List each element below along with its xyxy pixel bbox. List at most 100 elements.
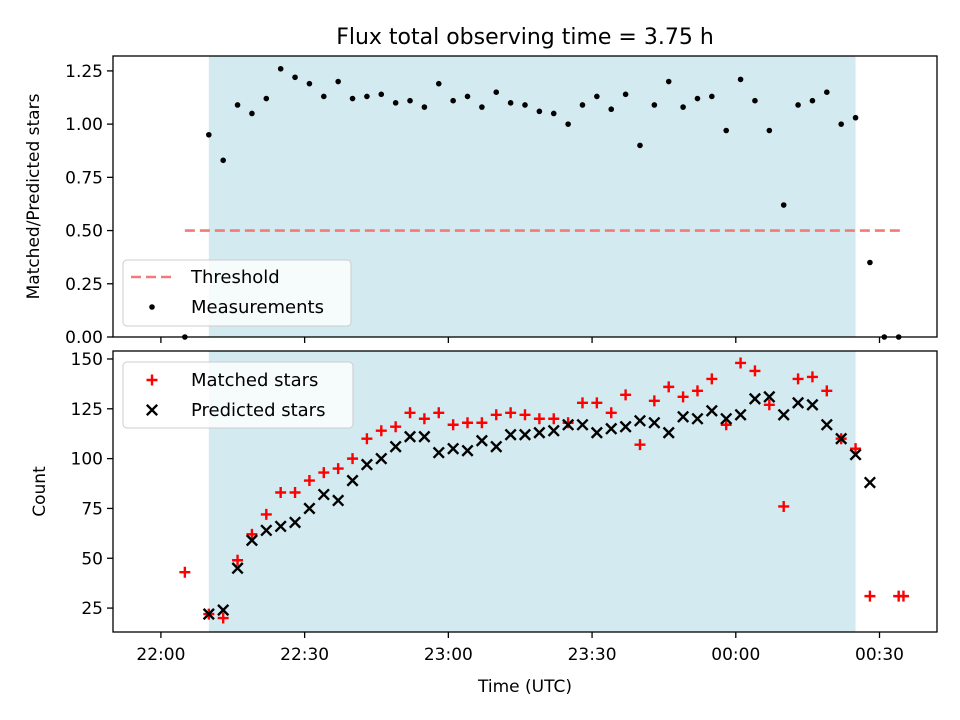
predicted-star-point — [835, 432, 848, 445]
legend-predicted-swatch — [145, 403, 159, 417]
predicted-star-point — [217, 604, 230, 617]
axes-frame — [112, 350, 938, 633]
predicted-star-point — [403, 430, 417, 443]
y-tick-label: 75 — [81, 499, 103, 519]
measurement-point — [651, 102, 658, 108]
count-panel: 25 50 75 100 125 150 22:00 22:30 23:00 23:30 00:00… — [30, 350, 938, 697]
measurement-point — [838, 121, 844, 127]
predicted-star-point — [274, 520, 287, 533]
y-tick-label: 1.25 — [65, 62, 103, 82]
measurement-point — [306, 80, 313, 87]
measurement-point — [249, 110, 255, 117]
measurement-point — [234, 102, 241, 108]
matched-star-point — [806, 371, 818, 383]
matched-star-point — [404, 407, 416, 419]
measurement-point — [220, 157, 226, 164]
predicted-star-point — [346, 474, 359, 487]
predicted-star-point — [677, 410, 690, 423]
matched-star-point — [576, 397, 588, 409]
predicted-star-point — [777, 408, 790, 421]
measurement-point — [550, 110, 557, 117]
measurement-point — [867, 259, 873, 266]
predicted-star-point — [562, 418, 575, 431]
measurement-point — [752, 97, 758, 104]
predicted-star-point — [360, 458, 373, 471]
measurement-point — [709, 93, 715, 100]
matched-star-point — [289, 486, 301, 498]
measurement-point — [665, 78, 672, 85]
matched-star-point — [447, 419, 459, 431]
measurement-point — [723, 127, 730, 134]
matched-star-point — [260, 508, 272, 520]
y-tick-label: 125 — [71, 400, 103, 420]
predicted-star-point — [633, 414, 647, 427]
x-tick-label: 23:00 — [424, 645, 473, 665]
matched-star-point — [505, 407, 517, 419]
measurement-point — [450, 97, 456, 104]
x-tick-label: 22:30 — [280, 645, 329, 665]
figure-title: Flux total observing time = 3.75 h — [336, 25, 714, 50]
matched-star-point — [663, 381, 675, 393]
predicted-star-point — [332, 494, 345, 507]
predicted-star-point — [475, 434, 488, 447]
measurement-point — [565, 121, 571, 127]
matched-star-point — [332, 463, 344, 475]
matched-star-point — [418, 413, 430, 425]
predicted-star-point — [260, 524, 273, 537]
measurement-point — [320, 93, 327, 100]
x-axis-label: Time (UTC) — [477, 677, 572, 697]
matched-star-point — [179, 566, 191, 578]
matched-star-point — [318, 467, 330, 479]
matched-star-point — [648, 395, 660, 407]
predicted-star-point — [705, 404, 718, 417]
predicted-star-point — [447, 442, 460, 455]
legend-box — [122, 361, 354, 429]
y-tick-label: 25 — [81, 599, 103, 619]
matched-star-point — [217, 612, 229, 624]
measurement-point — [378, 91, 385, 98]
matched-star-point — [864, 590, 876, 602]
predicted-star-point — [590, 426, 603, 439]
x-tick-label: 00:30 — [855, 645, 904, 665]
predicted-star-point — [231, 562, 244, 575]
predicted-star-point — [619, 420, 632, 433]
predicted-star-point — [748, 392, 762, 405]
matched-star-point — [246, 528, 258, 540]
legend-label-predicted: Predicted stars — [191, 400, 325, 421]
measurement-point — [335, 78, 341, 85]
legend-matched-swatch — [146, 374, 158, 386]
matched-star-point — [548, 413, 560, 425]
x-tick-label: 00:00 — [711, 645, 760, 665]
legend-label-threshold: Threshold — [190, 267, 280, 288]
matched-star-point — [763, 399, 775, 411]
predicted-star-point — [490, 440, 503, 453]
predicted-star-point — [288, 516, 302, 529]
legend: Matched stars Predicted stars — [122, 361, 354, 429]
predicted-star-point — [648, 416, 661, 429]
measurement-point — [206, 131, 212, 138]
matched-star-point — [850, 443, 862, 455]
measurement-point — [479, 104, 485, 110]
predicted-star-point — [303, 502, 316, 515]
legend-label-matched: Matched stars — [191, 370, 318, 391]
measurement-point — [622, 91, 629, 98]
y-axis-label: Matched/Predicted stars — [24, 93, 44, 299]
axes-frame — [112, 55, 938, 338]
predicted-star-point — [547, 424, 560, 437]
measurement-point — [522, 102, 528, 108]
predicted-star-point — [763, 390, 776, 403]
matched-star-point — [691, 385, 703, 397]
predicted-star-point — [533, 426, 546, 439]
measurement-point — [277, 65, 284, 72]
measurement-point — [493, 89, 500, 95]
y-tick-label: 0.75 — [65, 168, 103, 188]
matched-star-point — [232, 554, 244, 566]
predicted-star-point — [317, 488, 330, 501]
predicted-star-point — [461, 444, 474, 457]
matched-star-point — [490, 409, 502, 421]
legend-box — [122, 259, 352, 327]
matched-star-point — [749, 365, 761, 377]
measurement-point — [392, 100, 399, 106]
matched-star-point — [462, 417, 474, 429]
predicted-star-point — [518, 428, 532, 441]
